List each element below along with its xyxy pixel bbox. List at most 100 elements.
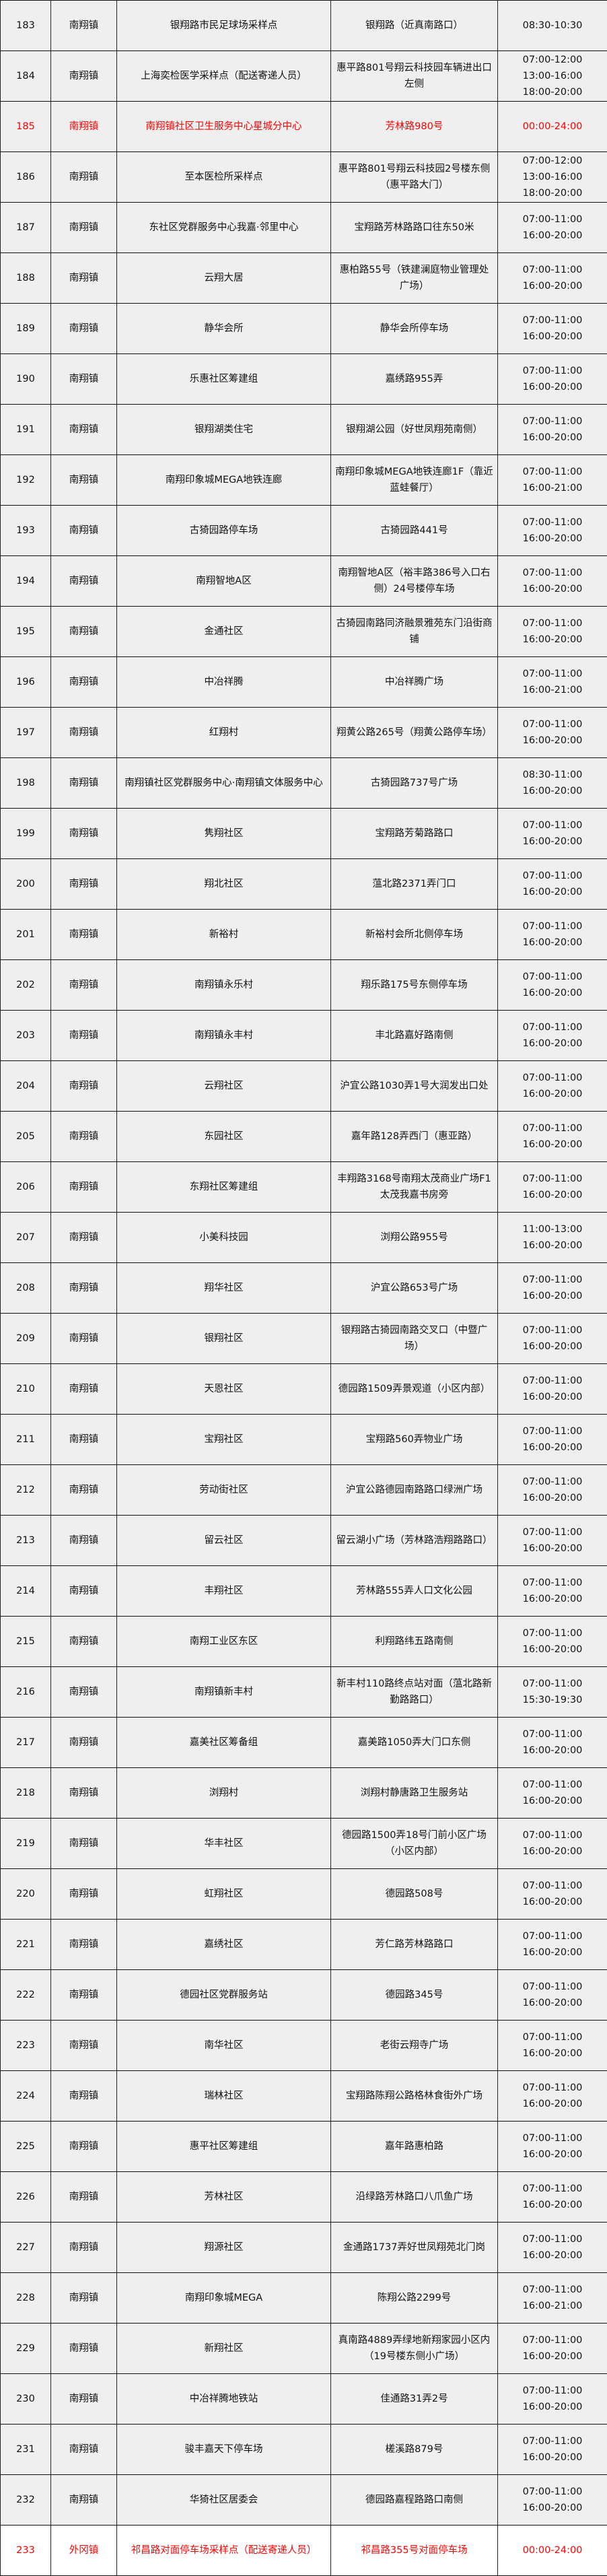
hours-range: 16:00-20:00	[522, 2503, 583, 2513]
site-name-cell: 宝翔社区	[116, 1414, 331, 1465]
site-name-cell: 翔北社区	[116, 858, 331, 910]
address-cell: 蕰北路2371弄门口	[330, 858, 498, 910]
site-name-cell: 银翔湖类住宅	[116, 404, 331, 455]
town-cell: 南翔镇	[50, 1363, 117, 1415]
hours-cell: 07:00-11:00 16:00-20:00	[497, 1060, 607, 1112]
row-number: 201	[0, 909, 51, 960]
hours-range: 07:00-11:00	[522, 1830, 583, 1841]
table-row: 197 南翔镇 红翔村 翔黄公路265号（翔黄公路停车场） 07:00-11:00 16:…	[0, 707, 607, 758]
town-cell: 南翔镇	[50, 1161, 117, 1213]
town-cell: 南翔镇	[50, 1212, 117, 1263]
row-number: 186	[0, 151, 51, 203]
address-cell: 宝翔路芳林路路口往东50米	[330, 202, 498, 253]
hours-range: 07:00-11:00	[522, 2234, 583, 2245]
table-row: 202 南翔镇 南翔镇永乐村 翔乐路175号东侧停车场 07:00-11:00 16:00…	[0, 959, 607, 1011]
table-row: 183 南翔镇 银翔路市民足球场采样点 银翔路（近真南路口） 08:30-10:30	[0, 0, 607, 51]
address-cell: 德园路1500弄18号门前小区广场（小区内部）	[330, 1818, 498, 1869]
hours-cell: 00:00-24:00	[497, 2525, 607, 2576]
hours-range: 07:00-11:00	[522, 315, 583, 326]
hours-range: 07:00-11:00	[522, 265, 583, 275]
table-row: 203 南翔镇 南翔镇永丰村 丰北路嘉好路南侧 07:00-11:00 16:00-20:…	[0, 1010, 607, 1061]
row-number: 233	[0, 2525, 51, 2576]
table-row: 232 南翔镇 华猗社区居委会 德园路嘉程路路口南侧 07:00-11:00 16:00-…	[0, 2474, 607, 2526]
hours-range: 07:00-11:00	[522, 366, 583, 376]
hours-range: 16:00-20:00	[522, 2402, 583, 2412]
hours-range: 16:00-20:00	[522, 1644, 583, 1655]
row-number: 217	[0, 1717, 51, 1768]
hours-range: 16:00-20:00	[522, 2048, 583, 2059]
address-cell: 惠平路801号翔云科技园2号楼东侧（惠平路大门）	[330, 151, 498, 203]
address-cell: 古猗园南路同济融景雅苑东门沿街商铺	[330, 606, 498, 657]
town-cell: 南翔镇	[50, 2171, 117, 2223]
hours-cell: 07:00-11:00 16:00-21:00	[497, 656, 607, 708]
row-number: 184	[0, 50, 51, 102]
hours-cell: 07:00-11:00 16:00-20:00	[497, 1313, 607, 1364]
town-cell: 南翔镇	[50, 909, 117, 960]
address-cell: 沿绿路芳林路口八爪鱼广场	[330, 2171, 498, 2223]
hours-cell: 07:00-11:00 16:00-20:00	[497, 1010, 607, 1061]
address-cell: 古猗园路737号广场	[330, 757, 498, 809]
row-number: 222	[0, 1969, 51, 2021]
town-cell: 南翔镇	[50, 1919, 117, 1970]
address-cell: 翔黄公路265号（翔黄公路停车场）	[330, 707, 498, 758]
table-row: 193 南翔镇 古猗园路停车场 古猗园路441号 07:00-11:00 16:00-20…	[0, 505, 607, 556]
table-row: 196 南翔镇 中冶祥腾 中冶祥腾广场 07:00-11:00 16:00-21:00	[0, 656, 607, 708]
site-name-cell: 乐惠社区筹建组	[116, 353, 331, 405]
address-cell: 宝翔路陈翔公路格林食街外广场	[330, 2070, 498, 2122]
town-cell: 南翔镇	[50, 707, 117, 758]
table-row: 214 南翔镇 丰翔社区 芳林路555弄人口文化公园 07:00-11:00 16:00-…	[0, 1565, 607, 1617]
address-cell: 芳林路555弄人口文化公园	[330, 1565, 498, 1617]
row-number: 185	[0, 101, 51, 152]
site-name-cell: 南翔镇永丰村	[116, 1010, 331, 1061]
table-row: 218 南翔镇 浏翔村 浏翔村静唐路卫生服务站 07:00-11:00 16:00-20:…	[0, 1767, 607, 1819]
address-cell: 丰翔路3168号南翔太茂商业广场F1太茂我嘉书房旁	[330, 1161, 498, 1213]
town-cell: 南翔镇	[50, 1818, 117, 1869]
hours-range: 07:00-11:00	[522, 1729, 583, 1740]
hours-range: 07:00-11:00	[522, 2335, 583, 2346]
table-row: 188 南翔镇 云翔大居 惠柏路55号（铁建澜庭物业管理处广场） 07:00-11:00…	[0, 252, 607, 304]
hours-cell: 07:00-11:00 16:00-20:00	[497, 2121, 607, 2172]
hours-range: 07:00-11:00	[522, 2385, 583, 2396]
hours-range: 16:00-20:00	[522, 1139, 583, 1150]
hours-range: 07:00-11:00	[522, 2133, 583, 2144]
hours-range: 07:00-11:00	[522, 2486, 583, 2497]
address-cell: 沪宜公路德园南路路口绿洲广场	[330, 1464, 498, 1516]
address-cell: 宝翔路芳菊路路口	[330, 808, 498, 859]
hours-cell: 07:00-11:00 16:00-20:00	[497, 606, 607, 657]
town-cell: 南翔镇	[50, 555, 117, 607]
address-cell: 德园路1509弄景观道（小区内部）	[330, 1363, 498, 1415]
town-cell: 南翔镇	[50, 2373, 117, 2425]
row-number: 225	[0, 2121, 51, 2172]
site-name-cell: 银翔路市民足球场采样点	[116, 0, 331, 51]
table-row: 186 南翔镇 至本医检所采样点 惠平路801号翔云科技园2号楼东侧（惠平路大门） 07…	[0, 151, 607, 203]
table-row: 199 南翔镇 隽翔社区 宝翔路芳菊路路口 07:00-11:00 16:00-20:00	[0, 808, 607, 859]
address-cell: 浏翔公路955号	[330, 1212, 498, 1263]
hours-cell: 07:00-11:00 16:00-20:00	[497, 1111, 607, 1162]
hours-cell: 07:00-11:00 16:00-20:00	[497, 353, 607, 405]
hours-range: 07:00-11:00	[522, 1780, 583, 1790]
town-cell: 南翔镇	[50, 606, 117, 657]
hours-range: 07:00-11:00	[522, 568, 583, 578]
table-row: 191 南翔镇 银翔湖类住宅 银翔湖公园（好世凤翔苑南侧） 07:00-11:00 16:…	[0, 404, 607, 455]
row-number: 196	[0, 656, 51, 708]
town-cell: 南翔镇	[50, 1313, 117, 1364]
table-row: 225 南翔镇 惠平社区筹建组 嘉年路惠柏路 07:00-11:00 16:00-20:0…	[0, 2121, 607, 2172]
hours-cell: 07:00-11:00 16:00-20:00	[497, 2070, 607, 2122]
hours-cell: 07:00-11:00 16:00-20:00	[497, 858, 607, 910]
hours-range: 16:00-20:00	[522, 1493, 583, 1503]
hours-cell: 07:00-11:00 16:00-20:00	[497, 1565, 607, 1617]
site-name-cell: 中冶祥腾地铁站	[116, 2373, 331, 2425]
hours-cell: 07:00-11:00 16:00-20:00	[497, 1464, 607, 1516]
town-cell: 南翔镇	[50, 1464, 117, 1516]
hours-cell: 07:00-11:00 16:00-20:00	[497, 2424, 607, 2475]
row-number: 200	[0, 858, 51, 910]
hours-cell: 07:00-11:00 16:00-21:00	[497, 454, 607, 506]
hours-range: 07:00-11:00	[522, 618, 583, 629]
site-name-cell: 南翔工业区东区	[116, 1616, 331, 1667]
hours-range: 16:00-20:00	[522, 1543, 583, 1554]
town-cell: 南翔镇	[50, 2020, 117, 2071]
hours-cell: 07:00-11:00 16:00-20:00	[497, 909, 607, 960]
hours-range: 16:00-20:00	[522, 1190, 583, 1200]
hours-range: 07:00-11:00	[522, 1325, 583, 1336]
